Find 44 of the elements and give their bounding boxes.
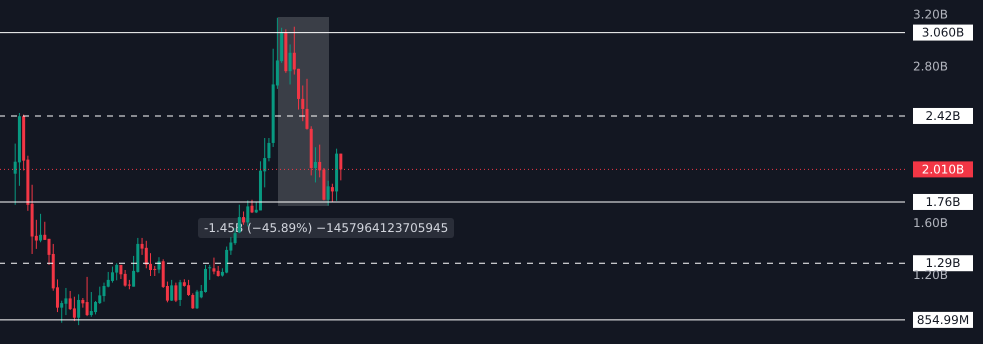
candlestick bbox=[115, 262, 118, 281]
candlestick bbox=[208, 264, 212, 280]
candlestick bbox=[64, 287, 68, 316]
candlestick bbox=[187, 279, 190, 296]
candlestick bbox=[196, 289, 199, 310]
candlestick bbox=[170, 279, 174, 302]
candlestick bbox=[174, 282, 178, 303]
candlestick bbox=[326, 180, 330, 206]
candlestick bbox=[246, 200, 250, 227]
candlestick bbox=[144, 240, 148, 269]
candlestick bbox=[250, 199, 254, 214]
ref-line-label: 2.010B bbox=[922, 162, 964, 176]
ref-line-label: 1.76B bbox=[926, 194, 960, 209]
ref-line-label: 854.99M bbox=[916, 312, 970, 327]
candlestick bbox=[212, 257, 216, 275]
candlestick bbox=[305, 78, 308, 130]
candlestick bbox=[86, 276, 89, 317]
candlestick bbox=[110, 266, 114, 284]
candlestick bbox=[153, 265, 156, 276]
y-tick-label: 2.80B bbox=[913, 60, 948, 74]
candlestick bbox=[39, 213, 42, 243]
ref-line-label: 3.060B bbox=[922, 26, 964, 40]
candlestick bbox=[102, 282, 106, 302]
candlestick bbox=[72, 296, 76, 322]
candlestick bbox=[60, 300, 64, 324]
candlestick bbox=[225, 246, 228, 274]
candlestick bbox=[191, 292, 194, 310]
candlestick bbox=[77, 294, 80, 326]
candlestick bbox=[288, 44, 292, 85]
candlestick bbox=[216, 265, 220, 278]
candlestick bbox=[204, 264, 207, 294]
candlestick bbox=[90, 292, 93, 318]
candlestick bbox=[330, 183, 334, 203]
candlestick bbox=[267, 137, 270, 162]
y-tick-label: 1.20B bbox=[913, 268, 948, 282]
y-tick-label: 3.20B bbox=[913, 8, 948, 22]
candlestick bbox=[242, 210, 246, 226]
candlestick bbox=[314, 146, 317, 183]
ref-line-label: 2.42B bbox=[926, 108, 960, 123]
candlestick bbox=[301, 84, 304, 122]
y-tick-label: 1.60B bbox=[913, 216, 948, 230]
candlestick bbox=[178, 279, 182, 306]
candlestick bbox=[124, 269, 127, 288]
ref-line-label: 1.29B bbox=[926, 256, 960, 270]
